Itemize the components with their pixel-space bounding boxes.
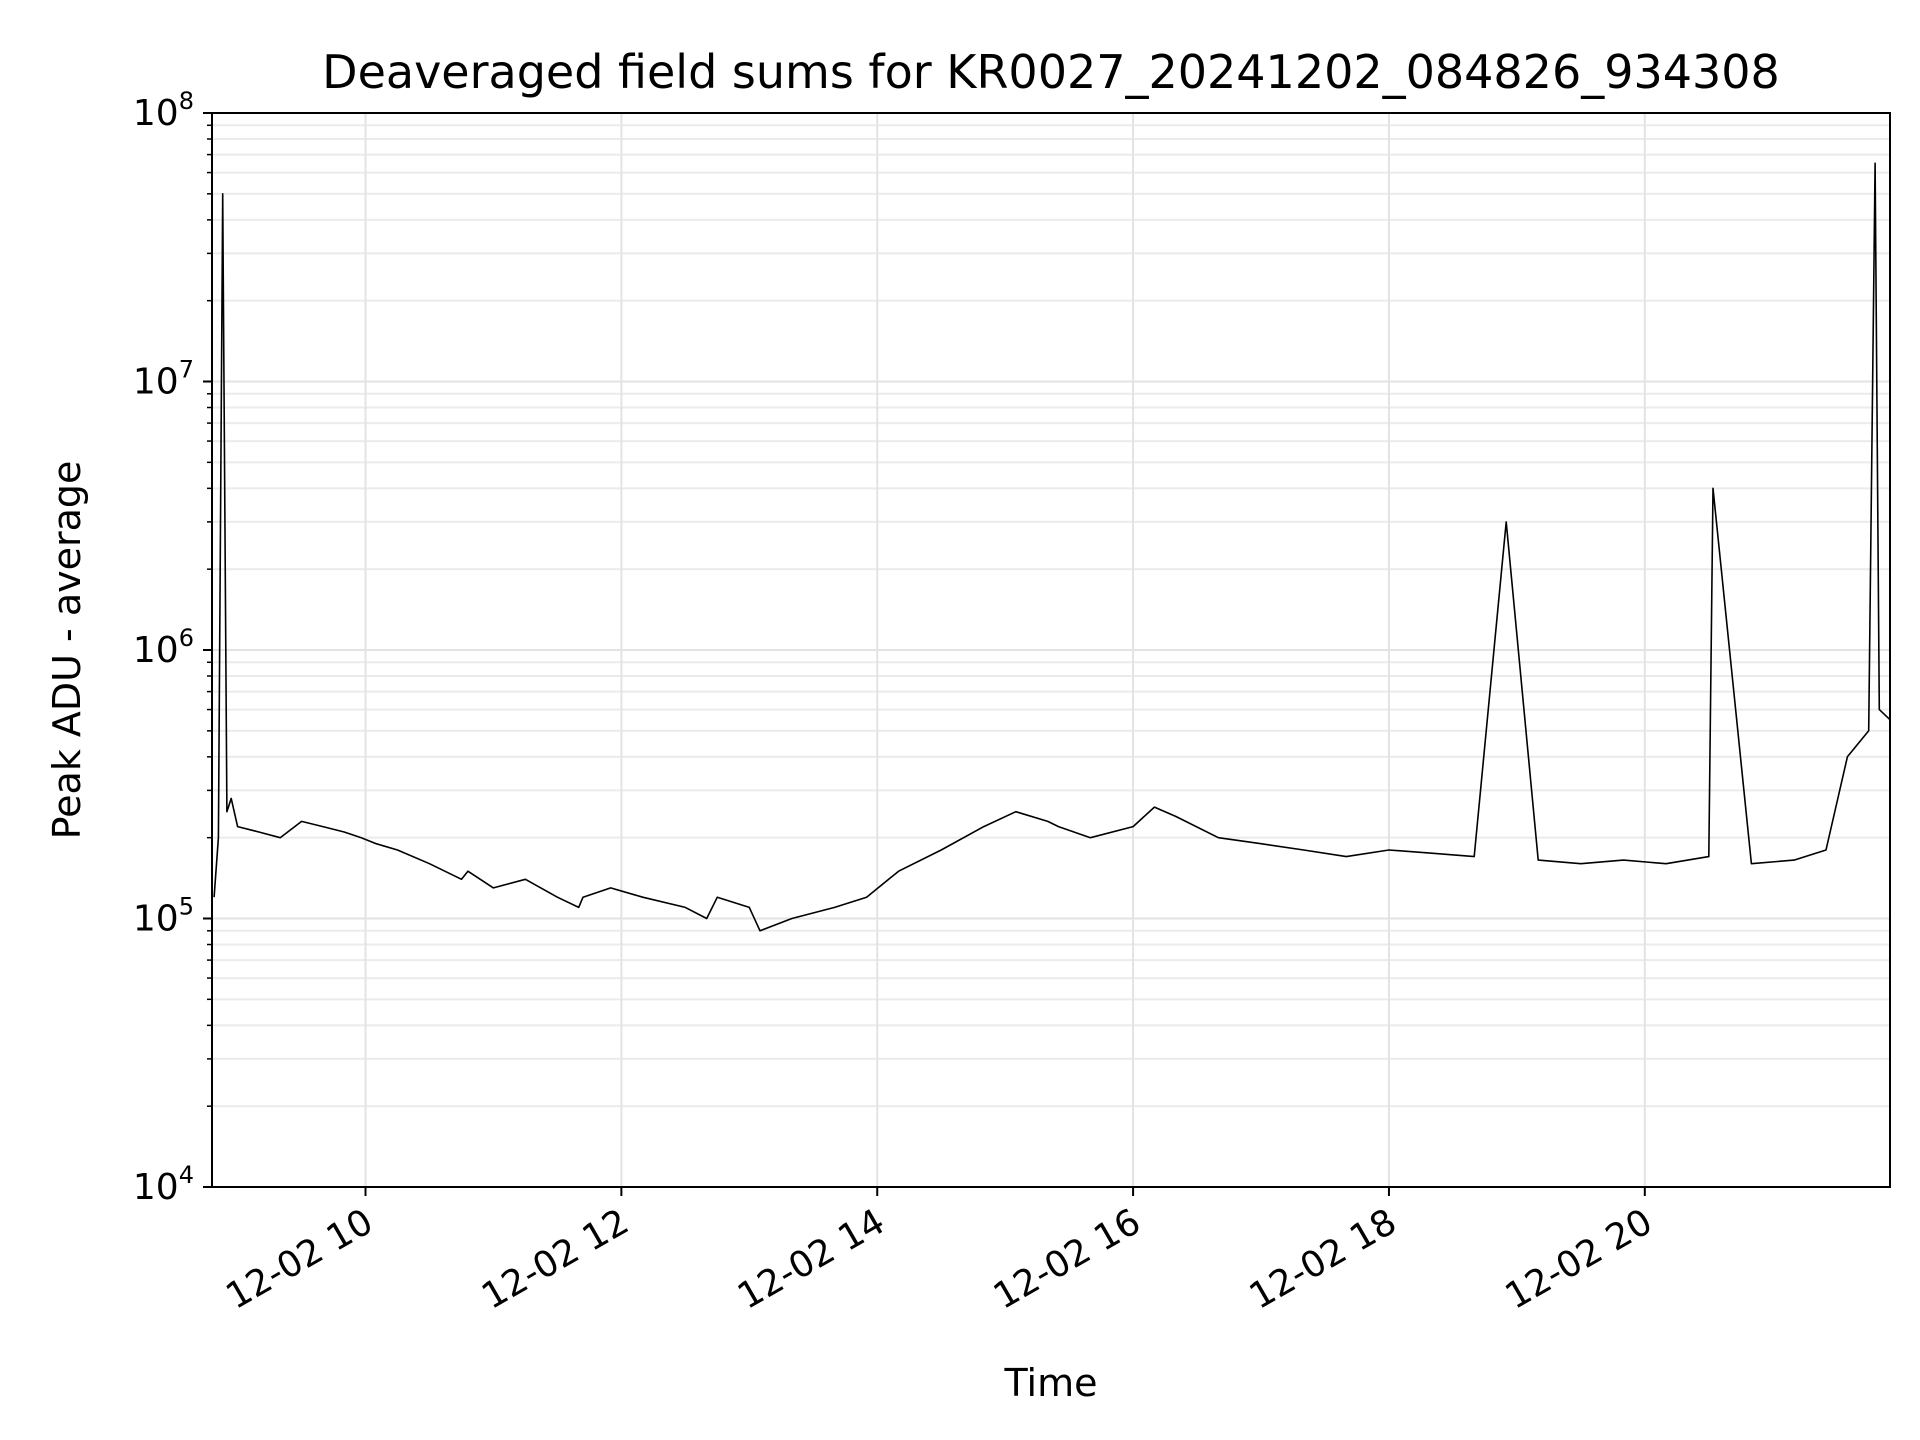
x-tick-label: 12-02 14 bbox=[731, 1201, 892, 1317]
series-layer bbox=[213, 162, 1891, 932]
x-tick-label: 12-02 16 bbox=[987, 1201, 1148, 1317]
y-tick-label: 105 bbox=[133, 893, 194, 940]
x-tick-label: 12-02 18 bbox=[1243, 1201, 1404, 1317]
y-tick-label: 108 bbox=[133, 87, 194, 134]
y-tick-label: 106 bbox=[133, 624, 194, 671]
x-tick-label: 12-02 12 bbox=[475, 1201, 636, 1317]
x-tick-label: 12-02 10 bbox=[219, 1201, 380, 1317]
grid bbox=[212, 112, 1890, 1188]
ticks: 104 105 106 107 108 12-02 10 12-02 12 12-02 14 1… bbox=[133, 87, 1659, 1318]
chart-title: Deaveraged field sums for KR0027_2024120… bbox=[322, 45, 1780, 99]
x-axis-label: Time bbox=[1004, 1361, 1098, 1405]
series-line bbox=[213, 162, 1891, 932]
y-tick-label: 107 bbox=[133, 356, 194, 403]
x-tick-label: 12-02 20 bbox=[1499, 1201, 1660, 1317]
y-tick-label: 104 bbox=[133, 1161, 194, 1208]
y-axis-label: Peak ADU - average bbox=[45, 461, 89, 840]
